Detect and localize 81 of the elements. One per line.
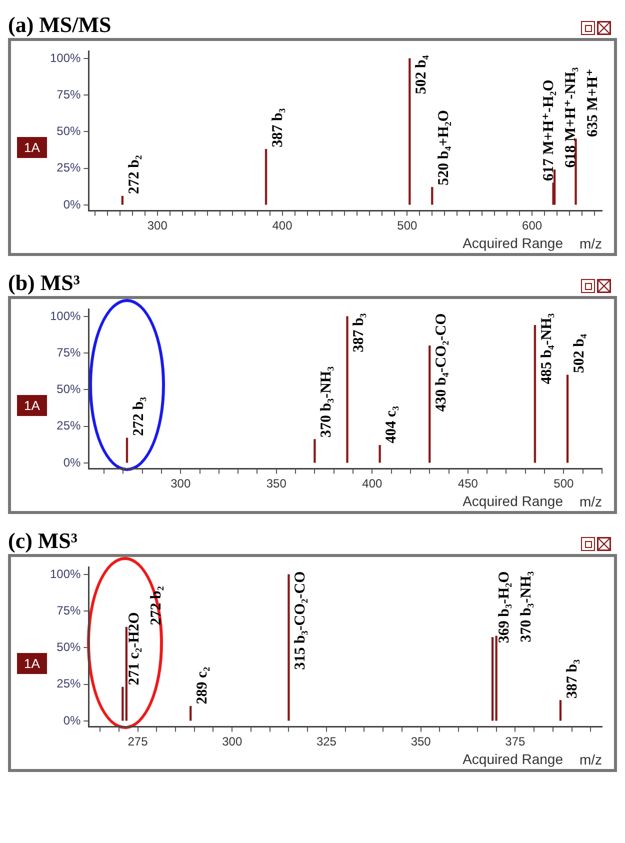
y-tick-label: 25%	[56, 160, 82, 175]
bar	[566, 374, 569, 463]
x-tick-label: 300	[170, 476, 191, 490]
y-tick-label: 0%	[63, 197, 82, 212]
annotation: 502 b₄	[571, 334, 588, 374]
y-tick-label: 75%	[56, 345, 82, 360]
x-tick-label: 325	[316, 734, 337, 748]
annotation: 617 M+H⁺-H₂O	[540, 80, 557, 181]
annotation: 370 b₃-NH₃	[318, 366, 335, 438]
bar	[534, 324, 536, 463]
annotation: 430 b₄-CO₂-CO	[433, 313, 450, 412]
annotation: 387 b₃	[351, 312, 368, 352]
y-tick-label: 25%	[56, 418, 82, 433]
bar	[346, 316, 348, 463]
x-tick-label: 450	[458, 476, 478, 490]
text: Acquired Range	[462, 234, 564, 251]
x-tick-label: 500	[554, 476, 574, 490]
y-tick-label: 50%	[56, 382, 82, 396]
x-axis-title: m/z	[579, 751, 602, 768]
bar	[264, 148, 268, 205]
annotation: 272 b₂	[148, 586, 165, 626]
y-tick-label: 50%	[56, 124, 82, 138]
y-tick-label: 25%	[56, 676, 82, 691]
bar	[190, 706, 192, 721]
x-tick-label: 600	[522, 218, 542, 232]
x-tick-label: 400	[362, 476, 382, 490]
y-tick-label: 75%	[56, 87, 82, 102]
x-tick-label: 300	[222, 734, 242, 748]
annotation: 387 b₃	[564, 658, 580, 698]
x-tick-label: 350	[266, 476, 287, 490]
bar	[314, 439, 316, 463]
bar	[553, 169, 556, 205]
annotation: 271 c₂-H2O	[126, 612, 143, 686]
y-axis-title: 1A	[17, 394, 47, 416]
bar	[288, 574, 290, 721]
chart-title: (c) MS³	[8, 528, 79, 554]
x-tick-label: 500	[397, 218, 418, 232]
chart-title: (b) MS³	[8, 270, 81, 296]
x-tick-label: 375	[505, 734, 526, 748]
annotation: 485 b₄-NH₃	[538, 312, 555, 384]
text: Acquired Range	[462, 750, 564, 767]
y-tick-label: 50%	[56, 640, 82, 654]
bar	[491, 637, 494, 721]
annotation: 272 b₃	[130, 396, 147, 436]
y-tick-label: 0%	[63, 455, 82, 470]
bar	[378, 445, 381, 463]
annotation: 272 b₂	[126, 154, 142, 194]
x-axis-title: m/z	[579, 493, 602, 510]
annotation: 618 M+H⁺-NH₃	[562, 66, 579, 168]
annotation: 370 b₃-NH₃	[518, 570, 534, 642]
annotation: 315 b₃-CO₂-CO	[292, 571, 309, 670]
y-axis-title: 1A	[17, 136, 47, 158]
bar	[122, 686, 124, 721]
x-axis-title: m/z	[579, 235, 602, 252]
annotation: 635 M+H⁺	[584, 68, 601, 138]
y-tick-label: 100%	[50, 308, 82, 323]
bar	[559, 700, 562, 721]
annotation: 502 b₄	[414, 54, 430, 94]
y-tick-label: 100%	[50, 50, 82, 65]
annotation: 387 b₃	[270, 108, 286, 148]
chart-title: (a) MS/MS	[8, 12, 112, 38]
bar	[495, 636, 498, 721]
bar	[431, 187, 434, 205]
annotation: 520 b₄+H₂O	[436, 110, 452, 186]
bar	[121, 196, 124, 205]
bar	[126, 438, 128, 463]
y-tick-label: 75%	[56, 603, 82, 618]
annotation: 369 b₃-H₂O	[496, 571, 512, 644]
bar	[408, 58, 411, 205]
text: Acquired Range	[462, 492, 564, 509]
x-tick-label: 400	[272, 218, 293, 232]
y-axis-title: 1A	[17, 652, 47, 674]
annotation: 289 c₂	[194, 666, 210, 704]
y-tick-label: 100%	[50, 566, 82, 581]
annotation: 404 c₃	[384, 405, 400, 444]
x-tick-label: 300	[147, 218, 168, 232]
x-tick-label: 350	[410, 734, 432, 748]
x-tick-label: 275	[128, 734, 148, 748]
bar	[428, 345, 431, 463]
y-tick-label: 0%	[63, 713, 82, 728]
bar	[125, 626, 128, 721]
